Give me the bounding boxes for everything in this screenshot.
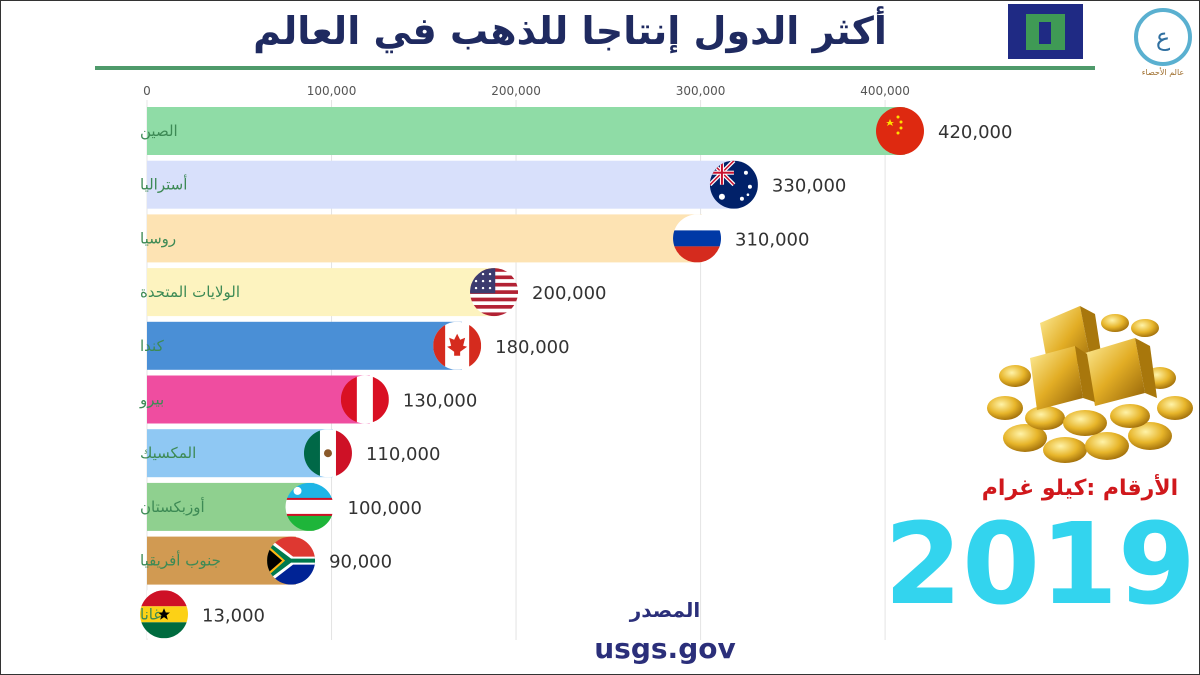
x-tick-label: 400,000 [860, 84, 910, 98]
value-label: 180,000 [495, 337, 569, 358]
china-flag-icon [876, 107, 924, 155]
x-tick-label: 0 [143, 84, 151, 98]
peru-flag-icon [340, 375, 389, 424]
russia-flag-icon [673, 214, 722, 263]
bars [147, 107, 905, 639]
value-labels: 420,000 330,000 310,000 200,000 180,000 130,0… [202, 122, 1012, 626]
australia-flag-icon [709, 160, 758, 209]
value-label: 330,000 [772, 176, 846, 197]
category-labels: الصين أستراليا روسيا الولايات المتحدة كندا بي… [139, 122, 240, 623]
bar-united-states [147, 268, 499, 317]
logo-emblem-icon [1026, 14, 1065, 50]
category-label: جنوب أفريقيا [140, 551, 221, 570]
category-label: غانا [140, 605, 161, 623]
value-label: 420,000 [938, 122, 1012, 143]
bar-peru [147, 375, 370, 424]
value-label: 310,000 [735, 229, 809, 250]
mexico-flag-icon [303, 429, 352, 478]
source-label: المصدر [629, 598, 701, 622]
ghana-flag-icon [140, 590, 188, 639]
unit-note: الأرقام :كيلو غرام [981, 476, 1179, 501]
category-label: المكسيك [140, 444, 196, 462]
category-label: أستراليا [140, 175, 187, 194]
channel-logo-circle: ع [1134, 8, 1192, 66]
value-label: 100,000 [348, 498, 422, 519]
value-label: 200,000 [532, 283, 606, 304]
category-label: الصين [140, 122, 178, 140]
chart-title: أكثر الدول إنتاجا للذهب في العالم [253, 9, 887, 53]
value-label: 13,000 [202, 605, 265, 626]
uzbekistan-flag-icon [285, 482, 334, 531]
category-label: روسيا [140, 229, 176, 247]
united-states-flag-icon [470, 268, 519, 317]
x-tick-label: 200,000 [491, 84, 541, 98]
category-label: الولايات المتحدة [140, 283, 240, 301]
source-url: usgs.gov [594, 632, 736, 665]
value-label: 110,000 [366, 444, 440, 465]
value-label: 130,000 [403, 391, 477, 412]
title-underline [95, 66, 1095, 70]
year-label: 2019 [884, 500, 1196, 630]
bar-china [147, 107, 905, 155]
bar-russia [147, 214, 702, 263]
logo-letter-icon: ع [1155, 23, 1171, 51]
category-label: كندا [140, 337, 165, 355]
bar-australia [147, 160, 739, 209]
value-label: 90,000 [329, 552, 392, 573]
channel-logo-square [1008, 4, 1083, 59]
south-africa-flag-icon [267, 536, 316, 585]
x-tick-label: 300,000 [676, 84, 726, 98]
logo-caption: عالم الأحصاء [1141, 68, 1185, 77]
bar-canada [147, 321, 462, 370]
canada-flag-icon [433, 321, 482, 370]
x-tick-label: 100,000 [307, 84, 357, 98]
bar-mexico [147, 429, 333, 478]
category-label: أوزبكستان [140, 497, 205, 516]
category-label: بيرو [139, 391, 164, 409]
x-axis-ticks: 0 100,000 200,000 300,000 400,000 [143, 84, 910, 98]
gold-pile-icon [987, 306, 1193, 463]
